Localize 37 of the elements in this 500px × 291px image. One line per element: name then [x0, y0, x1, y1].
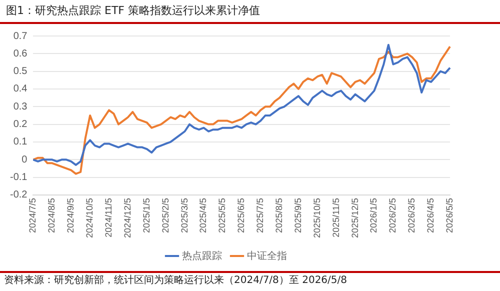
- y-tick-label: 0.2: [13, 119, 28, 130]
- chart-title: 图1：研究热点跟踪 ETF 策略指数运行以来累计净值: [0, 0, 500, 24]
- y-tick-label: 0: [22, 154, 28, 166]
- x-tick-label: 2025/6/5: [236, 198, 246, 234]
- legend-label: 中证全指: [247, 250, 287, 262]
- x-tick-label: 2026/5/5: [444, 198, 454, 234]
- x-tick-label: 2025/11/5: [330, 198, 341, 238]
- y-tick-label: -0.2: [10, 190, 28, 201]
- x-tick-label: 2024/10/5: [84, 198, 95, 238]
- x-tick-label: 2026/3/5: [406, 198, 417, 234]
- text: 资料来源：研究创新部，统计区间为策略运行以来（2024/7/8）至 2026/5/8: [0, 271, 500, 289]
- y-tick-label: 0.3: [13, 101, 28, 112]
- x-tick-label: 2025/3/5: [179, 198, 190, 234]
- x-tick-label: 2026/4/5: [426, 198, 436, 234]
- x-tick-label: 2025/12/5: [350, 198, 360, 238]
- x-tick-label: 2025/1/5: [141, 198, 152, 234]
- x-tick-label: 2024/12/5: [122, 198, 132, 238]
- x-tick-label: 2025/7/5: [255, 198, 266, 234]
- y-tick-label: 0.5: [13, 66, 28, 78]
- x-tick-label: 2025/4/5: [198, 198, 208, 234]
- x-tick-label: 2024/7/5: [28, 198, 38, 234]
- y-tick-label: 0.7: [13, 30, 28, 42]
- y-tick-label: 0.1: [13, 136, 28, 148]
- y-tick-label: -0.1: [10, 172, 28, 184]
- x-tick-label: 2025/10/5: [312, 198, 322, 238]
- x-tick-label: 2024/8/5: [46, 198, 57, 234]
- x-tick-label: 2025/2/5: [160, 198, 170, 234]
- x-tick-label: 2026/1/5: [368, 198, 379, 234]
- y-tick-label: 0.4: [13, 84, 28, 95]
- x-tick-label: 2025/5/5: [217, 198, 228, 234]
- x-tick-label: 2025/9/5: [292, 198, 303, 234]
- x-tick-label: 2024/9/5: [66, 198, 76, 234]
- x-tick-label: 2026/2/5: [388, 198, 398, 234]
- x-tick-label: 2025/8/5: [274, 198, 284, 234]
- y-tick-label: 0.6: [13, 48, 28, 60]
- legend-label: 热点跟踪: [182, 250, 222, 262]
- x-tick-label: 2024/11/5: [103, 198, 114, 238]
